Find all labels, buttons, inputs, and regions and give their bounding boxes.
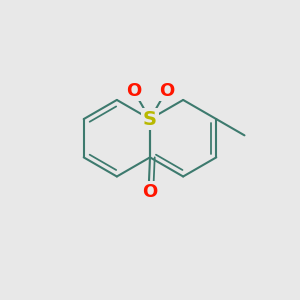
Text: S: S (143, 110, 157, 129)
Text: O: O (159, 82, 174, 100)
Text: O: O (142, 183, 158, 201)
Text: O: O (126, 82, 141, 100)
